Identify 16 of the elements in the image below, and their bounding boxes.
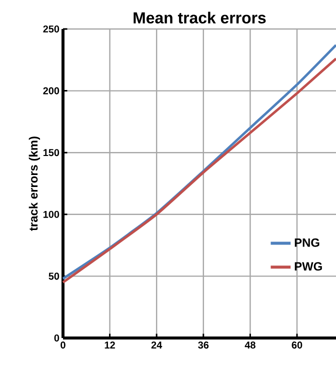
- y-tick-label: 150: [43, 149, 60, 156]
- y-tick-label: 0: [54, 334, 60, 342]
- y-axis-title: track errors (km): [28, 136, 40, 231]
- x-tick-label: 0: [60, 342, 66, 349]
- y-tick-label: 100: [43, 210, 60, 218]
- x-tick-label: 36: [198, 342, 209, 349]
- chart-title: Mean track errors: [134, 12, 266, 24]
- x-tick-label: 60: [292, 342, 302, 349]
- x-tick-label: 24: [151, 342, 162, 348]
- y-tick-label: 200: [43, 87, 60, 94]
- legend-label: PWG: [294, 262, 322, 271]
- x-tick-label: 12: [104, 342, 115, 348]
- y-tick-label: 250: [43, 25, 60, 33]
- x-tick-label: 48: [244, 342, 256, 349]
- y-tick-label: 50: [48, 272, 60, 280]
- legend-label: PNG: [294, 238, 320, 247]
